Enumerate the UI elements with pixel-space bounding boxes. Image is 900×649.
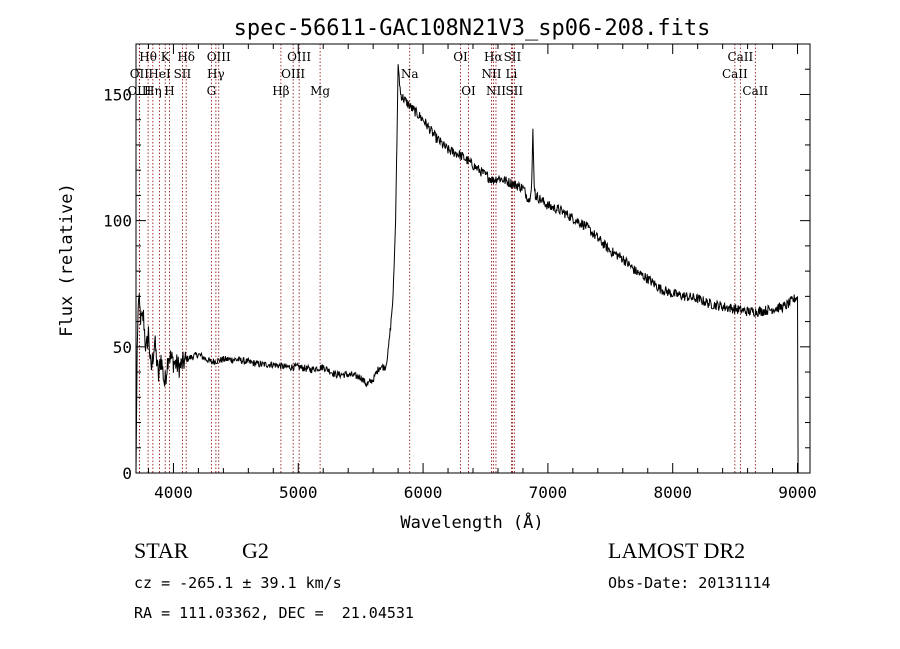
spectral-line-label: Hβ bbox=[272, 84, 289, 98]
x-axis-label: Wavelength (Å) bbox=[400, 511, 543, 533]
spectral-line-label: Hη bbox=[144, 84, 162, 98]
x-tick-label: 4000 bbox=[154, 483, 193, 502]
chart-title: spec-56611-GAC108N21V3_sp06-208.fits bbox=[234, 16, 711, 41]
y-axis-ticks: 0 50 100 150 bbox=[103, 43, 810, 483]
spectral-line-label: OIII bbox=[281, 67, 305, 81]
spectral-line-label: Li bbox=[506, 67, 518, 81]
spectral-line-label: Na bbox=[401, 67, 419, 81]
spectral-line-label: Hγ bbox=[207, 67, 225, 81]
spectral-line-label: Hδ bbox=[177, 50, 195, 64]
spectral-line-label: Hθ bbox=[139, 50, 157, 64]
spectral-line-label: OIII bbox=[287, 50, 311, 64]
spectral-line-label: Hα bbox=[484, 50, 503, 64]
spectral-line-label: HeI bbox=[148, 67, 171, 81]
plot-frame bbox=[135, 43, 811, 474]
y-tick-label: 50 bbox=[113, 338, 132, 357]
y-tick-label: 0 bbox=[122, 464, 132, 483]
x-axis-ticks: 4000 5000 6000 7000 8000 9000 bbox=[147, 44, 817, 502]
spectral-line-label: Mg bbox=[310, 84, 330, 98]
spectrum-series-line bbox=[135, 64, 799, 474]
x-tick-label: 7000 bbox=[529, 483, 568, 502]
spectral-lines bbox=[138, 44, 756, 473]
spectral-line-label: H bbox=[164, 84, 174, 98]
star-class: STAR bbox=[134, 538, 189, 563]
survey-name: LAMOST DR2 bbox=[608, 538, 746, 563]
spectral-line-label: CaII bbox=[727, 50, 753, 64]
y-axis-label: Flux (relative) bbox=[57, 183, 77, 337]
spectral-line-label: SII bbox=[174, 67, 192, 81]
star-subclass: G2 bbox=[242, 538, 269, 563]
redshift-cz: cz = -265.1 ± 39.1 km/s bbox=[134, 574, 342, 592]
x-tick-label: 5000 bbox=[279, 483, 318, 502]
x-tick-label: 6000 bbox=[404, 483, 443, 502]
spectral-line-label: SII bbox=[505, 84, 523, 98]
x-tick-label: 9000 bbox=[778, 483, 817, 502]
obs-date: Obs-Date: 20131114 bbox=[608, 574, 771, 592]
y-tick-label: 150 bbox=[103, 85, 132, 104]
spectral-line-label: NII bbox=[481, 67, 501, 81]
spectral-line-label: G bbox=[207, 84, 217, 98]
spectral-line-label: OI bbox=[461, 84, 476, 98]
spectral-line-label: CaII bbox=[722, 67, 748, 81]
spectral-line-label: OI bbox=[453, 50, 468, 64]
coordinates: RA = 111.03362, DEC = 21.04531 bbox=[134, 604, 414, 622]
spectral-line-label: OII bbox=[130, 67, 150, 81]
spectral-line-label: CaII bbox=[742, 84, 768, 98]
spectral-line-label: SII bbox=[504, 50, 522, 64]
y-tick-label: 100 bbox=[103, 212, 132, 231]
spectral-line-label: NII bbox=[486, 84, 506, 98]
x-tick-label: 8000 bbox=[653, 483, 692, 502]
spectral-line-label: OIII bbox=[207, 50, 231, 64]
spectral-line-label: K bbox=[161, 50, 171, 64]
